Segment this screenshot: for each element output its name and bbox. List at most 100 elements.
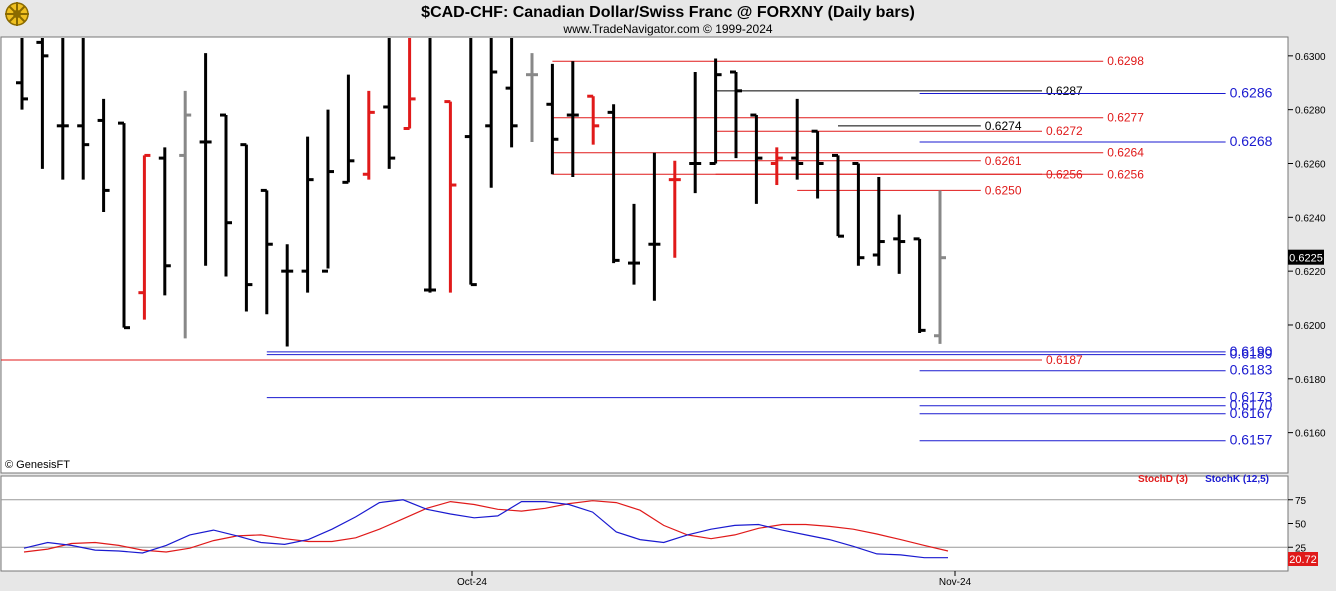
ohlc-bar	[628, 203, 640, 285]
stoch-series-line	[23, 500, 949, 553]
level-label: 0.6298	[1107, 54, 1144, 68]
stoch-tick-label: 75	[1295, 496, 1307, 507]
ohlc-bar	[179, 90, 192, 339]
stochastic-axis: 25 50 75	[1, 496, 1307, 554]
ohlc-bar	[322, 109, 334, 273]
level-label: 0.6287	[1046, 84, 1083, 98]
level-line: 0.6167	[919, 405, 1273, 421]
ohlc-bar	[811, 129, 824, 199]
level-label: 0.6187	[1046, 353, 1083, 367]
ohlc-bar	[730, 70, 742, 159]
level-line: 0.6256	[715, 167, 1083, 181]
price-tick-label: 0.6280	[1295, 106, 1326, 117]
stochastic-lines	[23, 499, 949, 559]
stoch-tick-label: 50	[1295, 520, 1307, 531]
level-line: 0.6268	[919, 133, 1273, 149]
ohlc-bar	[709, 58, 722, 165]
level-label: 0.6264	[1107, 146, 1144, 160]
ohlc-bar	[199, 53, 212, 266]
price-tick-label: 0.6260	[1295, 159, 1326, 170]
level-line: 0.6298	[552, 54, 1144, 68]
ohlc-bar	[118, 121, 130, 330]
x-label-nov: Nov-24	[939, 577, 972, 588]
level-line: 0.6157	[919, 432, 1273, 448]
level-label: 0.6170	[1230, 397, 1273, 413]
level-label: 0.6277	[1107, 111, 1144, 125]
level-label: 0.6256	[1107, 167, 1144, 181]
last-price-value: 0.6225	[1289, 253, 1323, 265]
level-line: 0.6187	[1, 353, 1083, 367]
ohlc-bar	[668, 160, 681, 258]
level-line: 0.6274	[838, 119, 1022, 133]
level-label: 0.6190	[1230, 343, 1273, 359]
stoch-last-value: 20.72	[1289, 554, 1317, 566]
stoch-last-tag: 20.72	[1288, 552, 1318, 566]
ohlc-bar	[362, 90, 375, 180]
ohlc-bar	[505, 38, 518, 148]
price-levels: 0.6298 0.6287 0.6286 0.6277 0.6274 0.6272 0.62…	[1, 54, 1273, 448]
level-label: 0.6157	[1230, 432, 1273, 448]
ohlc-bar	[872, 176, 885, 266]
level-line: 0.6264	[552, 146, 1144, 160]
ohlc-bar	[56, 38, 69, 180]
level-label: 0.6173	[1230, 389, 1273, 405]
level-label: 0.6256	[1046, 167, 1083, 181]
ohlc-bar	[566, 61, 579, 177]
ohlc-bar	[444, 100, 457, 293]
ohlc-bar	[424, 38, 436, 293]
price-tick-label: 0.6180	[1295, 375, 1326, 386]
ohlc-bar	[770, 147, 783, 186]
price-tick-label: 0.6300	[1295, 52, 1326, 63]
watermark: © GenesisFT	[5, 459, 70, 471]
ohlc-bar	[403, 38, 416, 131]
ohlc-bar	[913, 237, 926, 334]
ohlc-bar	[36, 38, 49, 169]
price-panel	[0, 36, 1289, 474]
ohlc-bar	[77, 38, 90, 180]
header: $CAD-CHF: Canadian Dollar/Swiss Franc @ …	[5, 2, 915, 36]
price-axis: 0.6160 0.6180 0.6200 0.6220 0.6240 0.6260 0.62…	[1288, 52, 1326, 440]
stoch-tick-label: 25	[1295, 543, 1307, 554]
level-label: 0.6183	[1230, 362, 1273, 378]
ohlc-bar	[158, 147, 171, 296]
level-label: 0.6261	[985, 154, 1022, 168]
level-line: 0.6261	[715, 154, 1022, 168]
ohlc-bar	[852, 161, 865, 266]
level-line: 0.6189	[266, 346, 1273, 362]
ohlc-bar	[546, 63, 559, 175]
price-tick-label: 0.6200	[1295, 321, 1326, 332]
price-tick-label: 0.6160	[1295, 429, 1326, 440]
x-label-oct: Oct-24	[457, 577, 487, 588]
legend-stochk: StochK (12,5)	[1205, 474, 1269, 485]
price-tick-label: 0.6240	[1295, 213, 1326, 224]
ohlc-bar	[464, 38, 477, 287]
ohlc-bar	[342, 74, 355, 184]
ohlc-bar	[526, 53, 538, 142]
stochastic-panel	[0, 475, 1289, 572]
ohlc-bar	[934, 190, 946, 344]
ohlc-bar	[220, 113, 232, 277]
level-line: 0.6183	[919, 362, 1273, 378]
level-label: 0.6250	[985, 183, 1022, 197]
level-label: 0.6189	[1230, 346, 1273, 362]
ship-wheel-logo-icon	[5, 2, 29, 26]
ohlc-bar	[791, 98, 804, 180]
ohlc-bar	[281, 244, 294, 347]
ohlc-bar	[383, 38, 396, 169]
x-axis: Oct-24 Nov-24	[457, 571, 972, 588]
ohlc-bar	[587, 94, 600, 145]
ohlc-bar	[485, 38, 498, 188]
ohlc-bar	[301, 136, 314, 293]
ohlc-bar	[750, 113, 763, 204]
level-line: 0.6286	[919, 85, 1273, 101]
level-line: 0.6250	[797, 183, 1022, 197]
legend-stochd: StochD (3)	[1138, 474, 1188, 485]
level-line: 0.6287	[715, 84, 1083, 98]
level-line: 0.6170	[919, 397, 1273, 413]
level-line: 0.6277	[552, 111, 1144, 125]
chart-subtitle: www.TradeNavigator.com © 1999-2024	[562, 22, 772, 36]
level-line: 0.6190	[266, 343, 1273, 359]
chart-title: $CAD-CHF: Canadian Dollar/Swiss Franc @ …	[421, 4, 915, 21]
